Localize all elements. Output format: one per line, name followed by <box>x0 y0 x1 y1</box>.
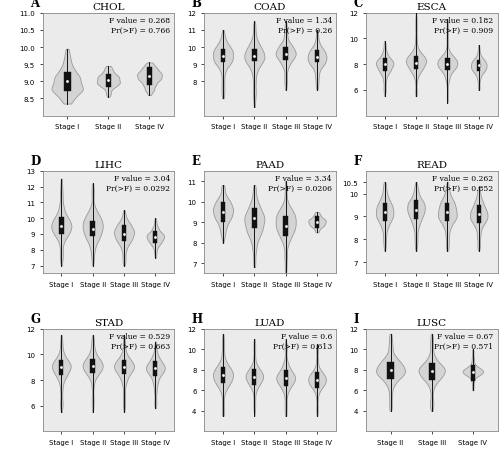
Text: I: I <box>354 312 359 325</box>
Bar <box>90 221 95 237</box>
Bar <box>122 226 126 241</box>
Text: F value = 3.04
Pr(>F) = 0.0292: F value = 3.04 Pr(>F) = 0.0292 <box>106 174 170 193</box>
Bar <box>382 203 386 222</box>
Title: CHOL: CHOL <box>92 3 124 12</box>
Bar <box>59 360 64 375</box>
Title: COAD: COAD <box>254 3 286 12</box>
Bar <box>284 370 288 386</box>
Bar <box>221 367 225 383</box>
Text: F value = 0.262
Pr(>F) = 0.852: F value = 0.262 Pr(>F) = 0.852 <box>432 174 494 193</box>
Bar <box>284 48 288 61</box>
Bar <box>315 372 319 388</box>
Text: A: A <box>30 0 39 10</box>
Bar <box>122 360 126 375</box>
Text: F value = 3.34
Pr(>F) = 0.0206: F value = 3.34 Pr(>F) = 0.0206 <box>268 174 332 193</box>
Title: ESCA: ESCA <box>416 3 446 12</box>
Title: LUAD: LUAD <box>255 319 285 327</box>
Text: F value = 0.529
Pr(>F) = 0.663: F value = 0.529 Pr(>F) = 0.663 <box>109 332 170 350</box>
Title: STAD: STAD <box>94 319 123 327</box>
Bar <box>446 203 450 222</box>
Title: LIHC: LIHC <box>94 161 122 170</box>
Title: LUSC: LUSC <box>416 319 446 327</box>
Bar <box>284 217 288 237</box>
Bar <box>315 217 319 229</box>
Bar <box>429 363 434 380</box>
Bar <box>252 50 256 62</box>
Bar <box>477 206 480 224</box>
Bar <box>414 201 418 219</box>
Bar <box>252 369 256 385</box>
Text: D: D <box>30 155 40 168</box>
Text: C: C <box>354 0 362 10</box>
Bar <box>147 68 152 86</box>
Title: READ: READ <box>416 161 447 170</box>
Bar <box>221 202 225 223</box>
Bar <box>414 57 418 70</box>
Text: F value = 0.182
Pr(>F) = 0.909: F value = 0.182 Pr(>F) = 0.909 <box>432 17 494 35</box>
Bar <box>154 362 158 376</box>
Bar <box>470 365 475 381</box>
Text: F value = 0.6
Pr(>F) = 0.613: F value = 0.6 Pr(>F) = 0.613 <box>272 332 332 350</box>
Bar <box>315 51 319 63</box>
Bar <box>106 75 111 88</box>
Text: B: B <box>192 0 202 10</box>
Text: G: G <box>30 312 40 325</box>
Bar <box>154 231 158 244</box>
Text: F: F <box>354 155 362 168</box>
Bar <box>64 73 70 92</box>
Bar <box>382 59 386 72</box>
Bar <box>477 61 480 72</box>
Text: F value = 0.268
Pr(>F) = 0.766: F value = 0.268 Pr(>F) = 0.766 <box>109 17 170 35</box>
Title: PAAD: PAAD <box>256 161 284 170</box>
Bar <box>90 359 95 373</box>
Bar <box>388 362 394 379</box>
Text: F value = 1.34
Pr(>F) = 0.26: F value = 1.34 Pr(>F) = 0.26 <box>276 17 332 35</box>
Bar <box>445 59 450 71</box>
Bar <box>221 50 225 63</box>
Text: E: E <box>192 155 200 168</box>
Text: F value = 0.67
Pr(>F) = 0.571: F value = 0.67 Pr(>F) = 0.571 <box>434 332 494 350</box>
Bar <box>252 208 256 229</box>
Text: H: H <box>192 312 203 325</box>
Bar <box>59 217 64 235</box>
